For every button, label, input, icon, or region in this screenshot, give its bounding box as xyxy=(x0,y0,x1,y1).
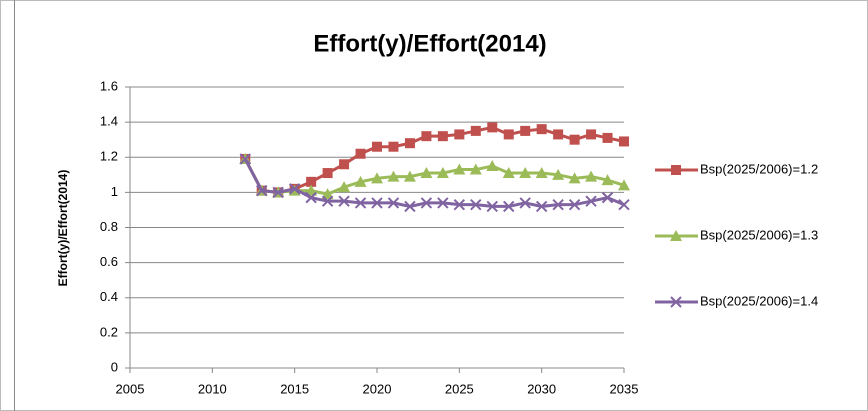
marker xyxy=(354,197,367,209)
marker xyxy=(536,124,547,135)
marker xyxy=(618,179,630,191)
marker xyxy=(585,195,597,207)
marker xyxy=(404,138,415,149)
marker xyxy=(305,191,317,204)
x-tick-label: 2025 xyxy=(445,381,474,396)
x-tick-label: 2015 xyxy=(280,381,309,396)
marker xyxy=(535,200,548,213)
marker xyxy=(569,134,580,145)
marker xyxy=(503,129,514,140)
y-tick-label: 0.8 xyxy=(100,219,118,234)
marker xyxy=(470,198,482,211)
marker xyxy=(322,168,333,179)
y-tick-label: 1.4 xyxy=(100,114,118,129)
marker xyxy=(288,183,301,195)
x-tick-label: 2005 xyxy=(116,381,145,396)
marker xyxy=(670,296,682,308)
legend-label: Bsp(2025/2006)=1.3 xyxy=(700,227,818,242)
y-tick-label: 1.2 xyxy=(100,149,118,164)
marker xyxy=(586,129,597,140)
legend-label: Bsp(2025/2006)=1.2 xyxy=(700,161,818,176)
marker xyxy=(371,172,383,184)
marker xyxy=(568,198,581,211)
marker xyxy=(503,200,515,213)
marker xyxy=(519,167,532,179)
marker xyxy=(601,191,614,204)
marker xyxy=(371,197,383,209)
x-tick-label: 2010 xyxy=(198,381,227,396)
marker xyxy=(453,198,466,211)
y-tick-label: 0.4 xyxy=(100,289,118,304)
marker xyxy=(420,197,433,209)
marker xyxy=(338,181,351,193)
marker xyxy=(437,131,448,142)
marker xyxy=(502,167,515,179)
marker xyxy=(619,136,629,147)
marker xyxy=(354,175,367,187)
marker xyxy=(420,167,433,179)
marker xyxy=(404,200,416,213)
marker xyxy=(355,148,366,159)
marker xyxy=(470,125,481,136)
marker xyxy=(618,198,630,211)
marker xyxy=(436,167,449,179)
marker xyxy=(535,167,548,179)
y-tick-label: 0 xyxy=(111,359,118,374)
marker xyxy=(372,141,382,152)
y-tick-label: 1.6 xyxy=(100,78,118,93)
marker xyxy=(568,172,581,184)
chart-title: Effort(y)/Effort(2014) xyxy=(313,30,546,57)
x-tick-label: 2020 xyxy=(363,381,392,396)
marker xyxy=(339,159,350,170)
x-tick-label: 2030 xyxy=(527,381,556,396)
marker xyxy=(552,198,564,211)
marker xyxy=(670,230,682,241)
marker xyxy=(486,160,499,172)
x-tick-label: 2035 xyxy=(610,381,639,396)
marker xyxy=(486,200,498,213)
marker xyxy=(454,129,465,140)
marker xyxy=(338,195,350,207)
marker xyxy=(553,129,564,140)
marker xyxy=(519,197,531,209)
marker xyxy=(552,168,565,180)
marker xyxy=(306,176,317,187)
marker xyxy=(469,163,482,175)
marker xyxy=(239,153,251,165)
marker xyxy=(305,184,318,196)
y-tick-label: 1 xyxy=(111,184,118,199)
marker xyxy=(403,170,416,182)
marker xyxy=(585,170,598,182)
marker xyxy=(256,184,268,197)
marker xyxy=(520,125,531,136)
marker xyxy=(671,165,681,175)
marker xyxy=(387,197,400,209)
marker xyxy=(487,122,498,133)
y-tick-label: 0.2 xyxy=(100,324,118,339)
marker xyxy=(602,132,613,143)
marker xyxy=(453,163,466,175)
marker xyxy=(437,197,449,209)
legend-label: Bsp(2025/2006)=1.4 xyxy=(700,293,818,308)
marker xyxy=(321,188,334,200)
y-axis-label: Effort(y)/Effort(2014) xyxy=(56,170,70,287)
marker xyxy=(421,131,432,142)
marker xyxy=(601,174,614,186)
marker xyxy=(321,195,334,207)
marker xyxy=(272,186,284,199)
y-tick-label: 0.6 xyxy=(100,254,118,269)
marker xyxy=(388,141,399,152)
marker xyxy=(387,170,400,182)
